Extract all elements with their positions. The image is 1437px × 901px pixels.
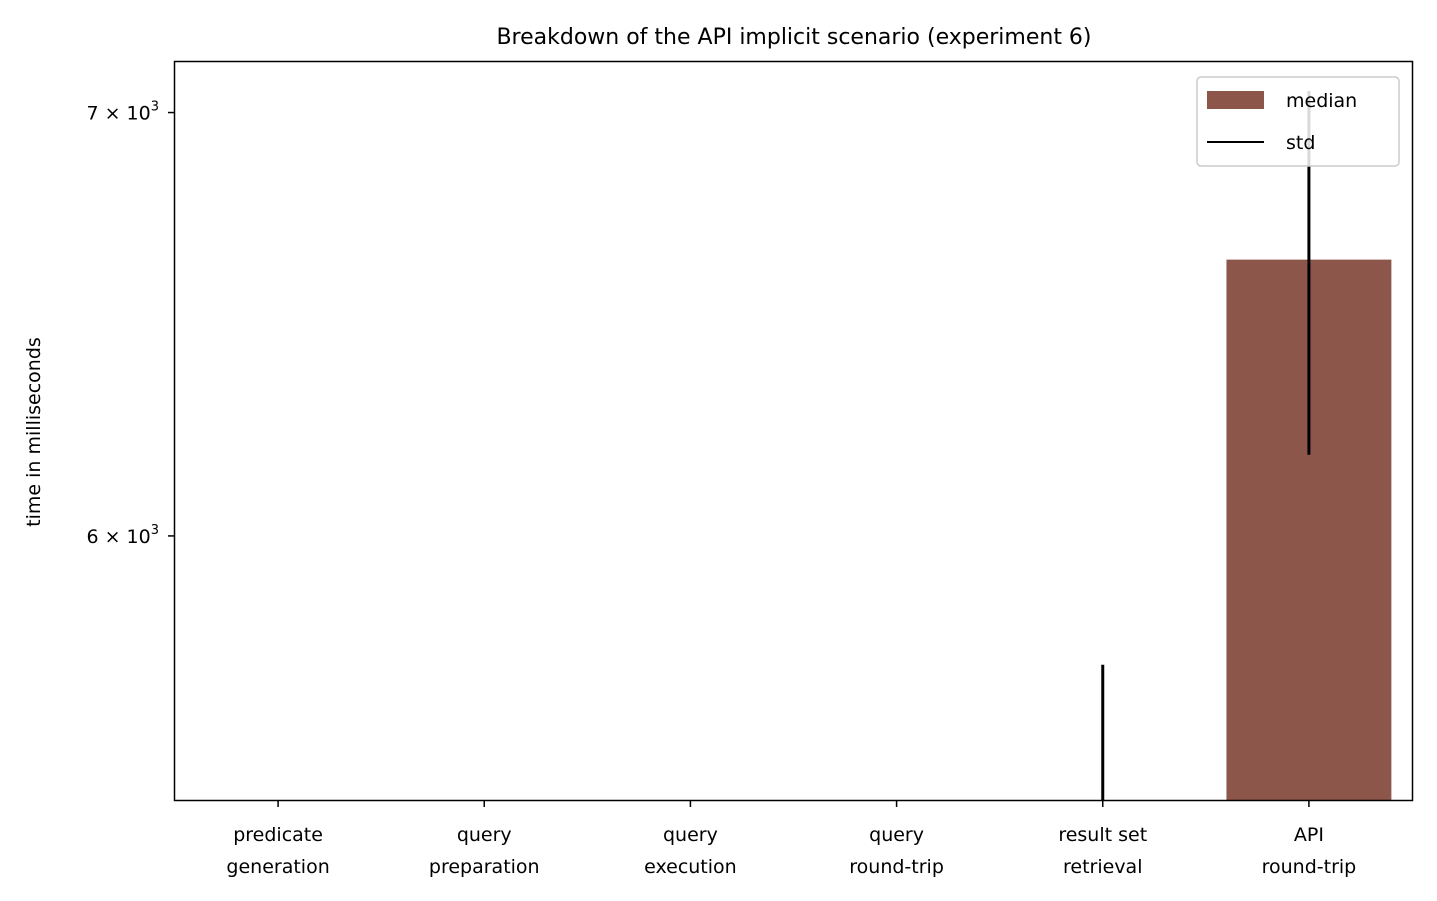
x-tick-label: generation: [226, 856, 329, 878]
x-tick-label: result set: [1058, 824, 1147, 846]
x-tick-label: round-trip: [1262, 856, 1357, 878]
plot-frame: [173, 60, 1414, 802]
x-axis: predicate generation query preparation query…: [226, 800, 1356, 878]
x-tick-label: query: [663, 824, 718, 846]
x-tick-label: retrieval: [1063, 856, 1142, 878]
legend: median std: [1196, 76, 1400, 167]
x-tick-label: round-trip: [849, 856, 944, 878]
x-tick-label: API: [1294, 824, 1324, 846]
x-tick-label: query: [869, 824, 924, 846]
legend-swatch-median: [1207, 91, 1264, 109]
x-tick-label: query: [457, 824, 512, 846]
chart-title: Breakdown of the API implicit scenario (…: [496, 25, 1091, 50]
y-axis-label: time in milliseconds: [23, 337, 45, 527]
y-tick-label: 7 × 103: [86, 100, 159, 125]
plot-area: [1101, 91, 1392, 800]
y-axis: 6 × 103 7 × 103: [86, 100, 175, 548]
legend-label-median: median: [1286, 90, 1357, 112]
y-tick-label: 6 × 103: [86, 523, 159, 548]
x-tick-label: predicate: [233, 824, 323, 846]
x-tick-label: execution: [644, 856, 737, 878]
x-tick-label: preparation: [429, 856, 540, 878]
legend-label-std: std: [1286, 132, 1315, 154]
